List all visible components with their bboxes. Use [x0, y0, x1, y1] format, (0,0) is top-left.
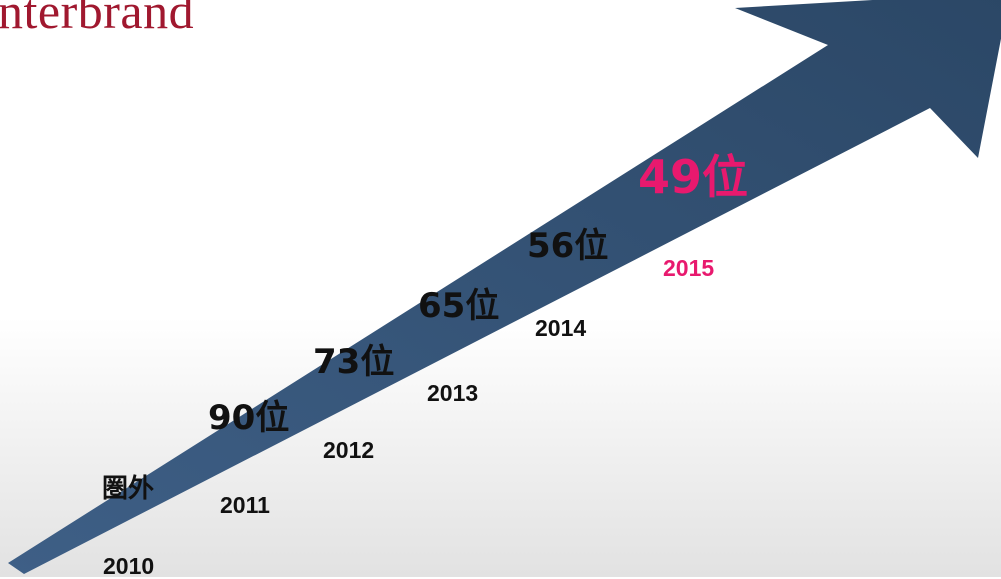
- growth-arrow: [8, 0, 1001, 574]
- year-label: 2014: [535, 315, 587, 341]
- logo: nterbrand: [0, 0, 195, 39]
- rank-label: 73位: [313, 342, 395, 382]
- rank-label: 56位: [527, 226, 609, 266]
- year-label: 2015: [663, 255, 715, 281]
- rank-label: 90位: [208, 398, 290, 438]
- year-label: 2011: [220, 492, 270, 518]
- year-label: 2010: [103, 553, 155, 579]
- rank-label: 圏外: [102, 474, 155, 504]
- rank-label: 49位: [638, 150, 749, 204]
- year-label: 2012: [323, 437, 375, 463]
- year-label: 2013: [427, 380, 479, 406]
- rank-label: 65位: [418, 286, 500, 326]
